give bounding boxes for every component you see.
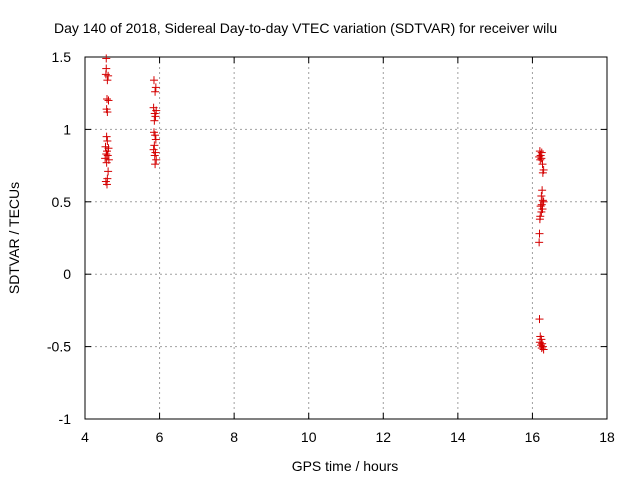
data-point — [101, 70, 110, 79]
data-points — [101, 54, 548, 354]
data-point — [102, 132, 111, 141]
data-point — [151, 131, 160, 140]
data-point — [150, 141, 159, 150]
data-point — [151, 87, 160, 96]
data-point — [149, 76, 158, 85]
y-tick-label: -1 — [59, 411, 72, 427]
x-tick-label: 14 — [450, 429, 466, 445]
y-tick-label: -0.5 — [47, 339, 71, 355]
data-point — [538, 160, 547, 169]
y-tick-label: 1.5 — [52, 49, 72, 65]
data-point — [152, 155, 161, 164]
plot-frame — [84, 56, 608, 420]
data-point — [539, 345, 548, 354]
x-tick-label: 8 — [230, 429, 238, 445]
x-tick-label: 12 — [375, 429, 391, 445]
y-axis-label: SDTVAR / TECUs — [6, 182, 22, 294]
data-point — [538, 196, 547, 205]
y-tick-label: 0.5 — [52, 194, 72, 210]
data-point — [151, 112, 160, 121]
grid — [85, 57, 607, 419]
data-point — [102, 94, 111, 103]
data-point — [102, 150, 111, 159]
x-tick-label: 6 — [156, 429, 164, 445]
data-point — [535, 315, 544, 324]
y-tick-label: 0 — [63, 266, 71, 282]
data-point — [537, 344, 546, 353]
data-point — [151, 83, 160, 92]
data-point — [150, 151, 159, 160]
data-point — [538, 168, 547, 177]
data-point — [102, 158, 111, 167]
data-point — [102, 54, 111, 63]
data-point — [536, 155, 545, 164]
data-point — [103, 76, 112, 85]
data-point — [535, 229, 544, 238]
data-point — [151, 160, 160, 169]
data-point — [537, 200, 546, 209]
axis-ticks: 4 6 8 10 12 14 16 18 -1 -0.5 0 0.5 1 1.5 — [47, 49, 615, 445]
data-point — [537, 154, 546, 163]
data-point — [104, 167, 113, 176]
y-tick-label: 1 — [63, 121, 71, 137]
data-point — [535, 147, 544, 156]
x-tick-label: 4 — [81, 429, 89, 445]
data-point — [538, 186, 547, 195]
data-point — [103, 136, 112, 145]
data-point — [150, 116, 159, 125]
x-axis-label: GPS time / hours — [292, 458, 399, 474]
data-point — [535, 215, 544, 224]
data-point — [535, 238, 544, 247]
data-point — [103, 108, 112, 117]
data-point — [104, 71, 113, 80]
x-tick-label: 16 — [525, 429, 541, 445]
data-point — [537, 207, 546, 216]
data-point — [101, 154, 110, 163]
data-point — [537, 192, 546, 201]
data-point — [104, 96, 113, 105]
x-tick-label: 18 — [599, 429, 615, 445]
x-tick-label: 10 — [301, 429, 317, 445]
data-point — [102, 180, 111, 189]
chart-title: Day 140 of 2018, Sidereal Day-to-day VTE… — [54, 20, 557, 36]
data-point — [151, 135, 160, 144]
